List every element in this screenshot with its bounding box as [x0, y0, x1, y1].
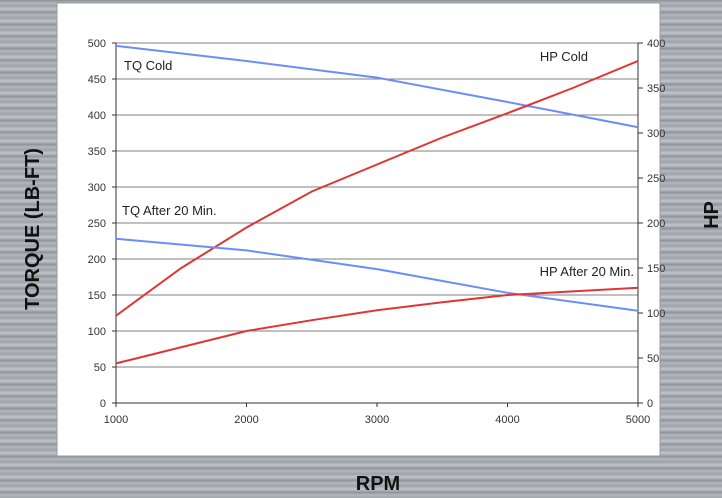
- y-tick-label: 0: [100, 398, 106, 410]
- y-tick-label: 350: [88, 146, 106, 158]
- y-tick-label: 300: [88, 182, 106, 194]
- y-tick-label: 150: [88, 290, 106, 302]
- y2-tick-label: 250: [647, 173, 665, 185]
- series-line-0: [115, 44, 639, 129]
- series-labels: TQ Cold HP Cold TQ After 20 Min. HP After 2…: [122, 49, 634, 279]
- series-label-1: HP Cold: [540, 49, 588, 64]
- x-axis-title: RPM: [356, 473, 400, 495]
- series-line-3: [115, 286, 639, 365]
- series-label-2: TQ After 20 Min.: [122, 203, 217, 218]
- y2-axis-title: HP: [701, 201, 722, 229]
- x-tick-label: 2000: [234, 414, 258, 426]
- y2-tick-label: 300: [647, 128, 665, 140]
- gridlines: [116, 42, 638, 368]
- y-tick-label: 400: [88, 110, 106, 122]
- y-axis-title: TORQUE (LB-FT): [22, 148, 44, 310]
- y2-tick-label: 200: [647, 218, 665, 230]
- series-lines: [115, 44, 639, 365]
- x-tick-label: 1000: [104, 414, 128, 426]
- series-label-3: HP After 20 Min.: [540, 264, 634, 279]
- y2-tick-label: 150: [647, 263, 665, 275]
- x-tick-label: 3000: [365, 414, 389, 426]
- y-tick-label: 250: [88, 218, 106, 230]
- axes: [112, 42, 643, 407]
- y-tick-label: 50: [94, 362, 106, 374]
- y-tick-label: 100: [88, 326, 106, 338]
- y-tick-label: 200: [88, 254, 106, 266]
- y2-tick-label: 100: [647, 308, 665, 320]
- series-line-2: [115, 237, 639, 312]
- y2-tick-label: 350: [647, 83, 665, 95]
- x-tick-label: 5000: [626, 414, 650, 426]
- y-tick-label: 500: [88, 38, 106, 50]
- y-tick-label: 450: [88, 74, 106, 86]
- x-tick-label: 4000: [495, 414, 519, 426]
- series-label-0: TQ Cold: [124, 58, 172, 73]
- y2-tick-label: 400: [647, 38, 665, 50]
- y2-tick-label: 50: [647, 353, 659, 365]
- tick-labels: 0501001502002503003504004505000501001502…: [88, 38, 666, 426]
- y2-tick-label: 0: [647, 398, 653, 410]
- series-line-1: [115, 60, 639, 317]
